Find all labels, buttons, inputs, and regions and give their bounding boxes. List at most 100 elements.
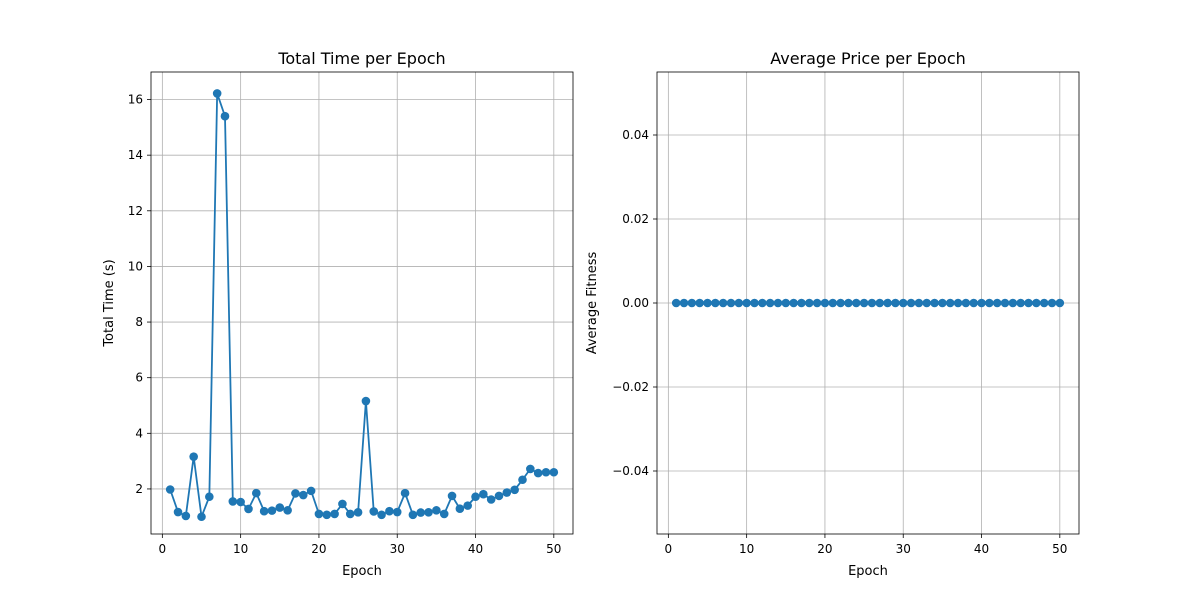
- y-tick-label: 0.00: [622, 296, 649, 310]
- data-point: [859, 298, 869, 308]
- data-point: [533, 468, 543, 478]
- data-point: [165, 485, 175, 494]
- data-point: [173, 507, 183, 517]
- data-point: [486, 495, 496, 504]
- data-point: [549, 467, 559, 477]
- x-tick-label: 30: [896, 542, 911, 556]
- y-tick-label: 16: [128, 93, 143, 107]
- data-point: [726, 298, 736, 308]
- y-tick-label: −0.02: [612, 380, 649, 394]
- data-point: [463, 501, 472, 510]
- data-point: [424, 508, 433, 517]
- data-point: [922, 298, 932, 308]
- data-point: [930, 298, 939, 308]
- x-tick-label: 50: [1052, 542, 1067, 556]
- grid: [151, 72, 573, 534]
- data-point: [228, 497, 238, 506]
- y-tick-label: 8: [135, 315, 143, 329]
- data-point: [679, 298, 689, 308]
- data-point: [306, 486, 316, 496]
- data-point: [236, 497, 245, 507]
- y-tick-label: 6: [135, 371, 143, 385]
- data-point: [1047, 298, 1057, 308]
- data-point: [1024, 298, 1033, 308]
- data-point: [220, 111, 230, 121]
- series-markers: [165, 89, 559, 522]
- data-point: [711, 298, 720, 308]
- data-point: [502, 488, 512, 497]
- data-point: [455, 504, 465, 513]
- data-point: [789, 298, 798, 308]
- data-point: [1055, 298, 1065, 308]
- data-point: [773, 298, 783, 308]
- data-point: [298, 490, 308, 500]
- x-tick-label: 30: [390, 542, 405, 556]
- data-point: [400, 488, 410, 498]
- data-point: [914, 298, 924, 308]
- data-point: [494, 491, 504, 501]
- data-point: [1000, 298, 1010, 308]
- data-point: [338, 499, 347, 509]
- data-point: [432, 506, 441, 515]
- data-point: [804, 298, 814, 308]
- data-point: [479, 489, 488, 499]
- data-point: [812, 298, 822, 308]
- data-point: [314, 509, 324, 519]
- series-markers: [671, 298, 1065, 308]
- y-tick-label: 2: [135, 482, 143, 496]
- data-point: [765, 298, 775, 308]
- x-tick-label: 50: [546, 542, 561, 556]
- plot-frame: [150, 71, 574, 535]
- data-point: [330, 509, 339, 519]
- data-point: [212, 89, 222, 98]
- data-point: [369, 507, 379, 516]
- data-point: [1008, 298, 1018, 308]
- y-tick-label: 10: [128, 259, 143, 273]
- x-tick-label: 40: [468, 542, 483, 556]
- data-point: [953, 298, 963, 308]
- data-point: [518, 475, 527, 485]
- data-point: [1016, 298, 1025, 308]
- data-point: [377, 510, 386, 520]
- data-point: [851, 298, 861, 308]
- left-chart-y-axis-label: Total Time (s): [102, 259, 117, 347]
- left-chart-x-axis-label: Epoch: [342, 564, 382, 579]
- data-point: [244, 504, 253, 514]
- data-point: [259, 506, 269, 516]
- y-tick-label: 4: [135, 426, 143, 440]
- data-point: [322, 510, 332, 520]
- data-point: [353, 508, 363, 517]
- data-point: [252, 488, 261, 498]
- data-point: [750, 298, 759, 308]
- data-point: [945, 298, 955, 308]
- data-point: [781, 298, 791, 308]
- data-point: [416, 508, 426, 517]
- data-point: [703, 298, 712, 308]
- right-chart-title: Average Price per Epoch: [770, 49, 966, 68]
- data-point: [345, 509, 355, 519]
- x-tick-label: 10: [739, 542, 754, 556]
- y-tick-label: −0.04: [612, 464, 649, 478]
- x-tick-label: 0: [159, 542, 167, 556]
- y-tick-label: 12: [128, 204, 143, 218]
- data-point: [844, 298, 853, 308]
- data-point: [906, 298, 916, 308]
- data-point: [447, 491, 457, 501]
- y-tick-label: 0.04: [622, 128, 649, 142]
- right-chart-x-axis-label: Epoch: [848, 564, 888, 579]
- data-point: [836, 298, 845, 308]
- data-point: [408, 510, 418, 520]
- data-point: [1032, 298, 1041, 308]
- x-tick-label: 20: [817, 542, 832, 556]
- x-tick-label: 20: [311, 542, 326, 556]
- data-point: [510, 485, 519, 495]
- data-point: [898, 298, 908, 308]
- x-tick-label: 10: [233, 542, 248, 556]
- data-point: [875, 298, 885, 308]
- y-tick-label: 0.02: [622, 212, 649, 226]
- x-tick-label: 40: [974, 542, 989, 556]
- data-point: [361, 396, 371, 406]
- left-chart-total-time: Total Time per Epoch Epoch Total Time (s…: [102, 49, 574, 579]
- ticks: 0 10 20 30 40 50 −0.04 −0.02 0.00 0.02 0.04: [612, 128, 1067, 556]
